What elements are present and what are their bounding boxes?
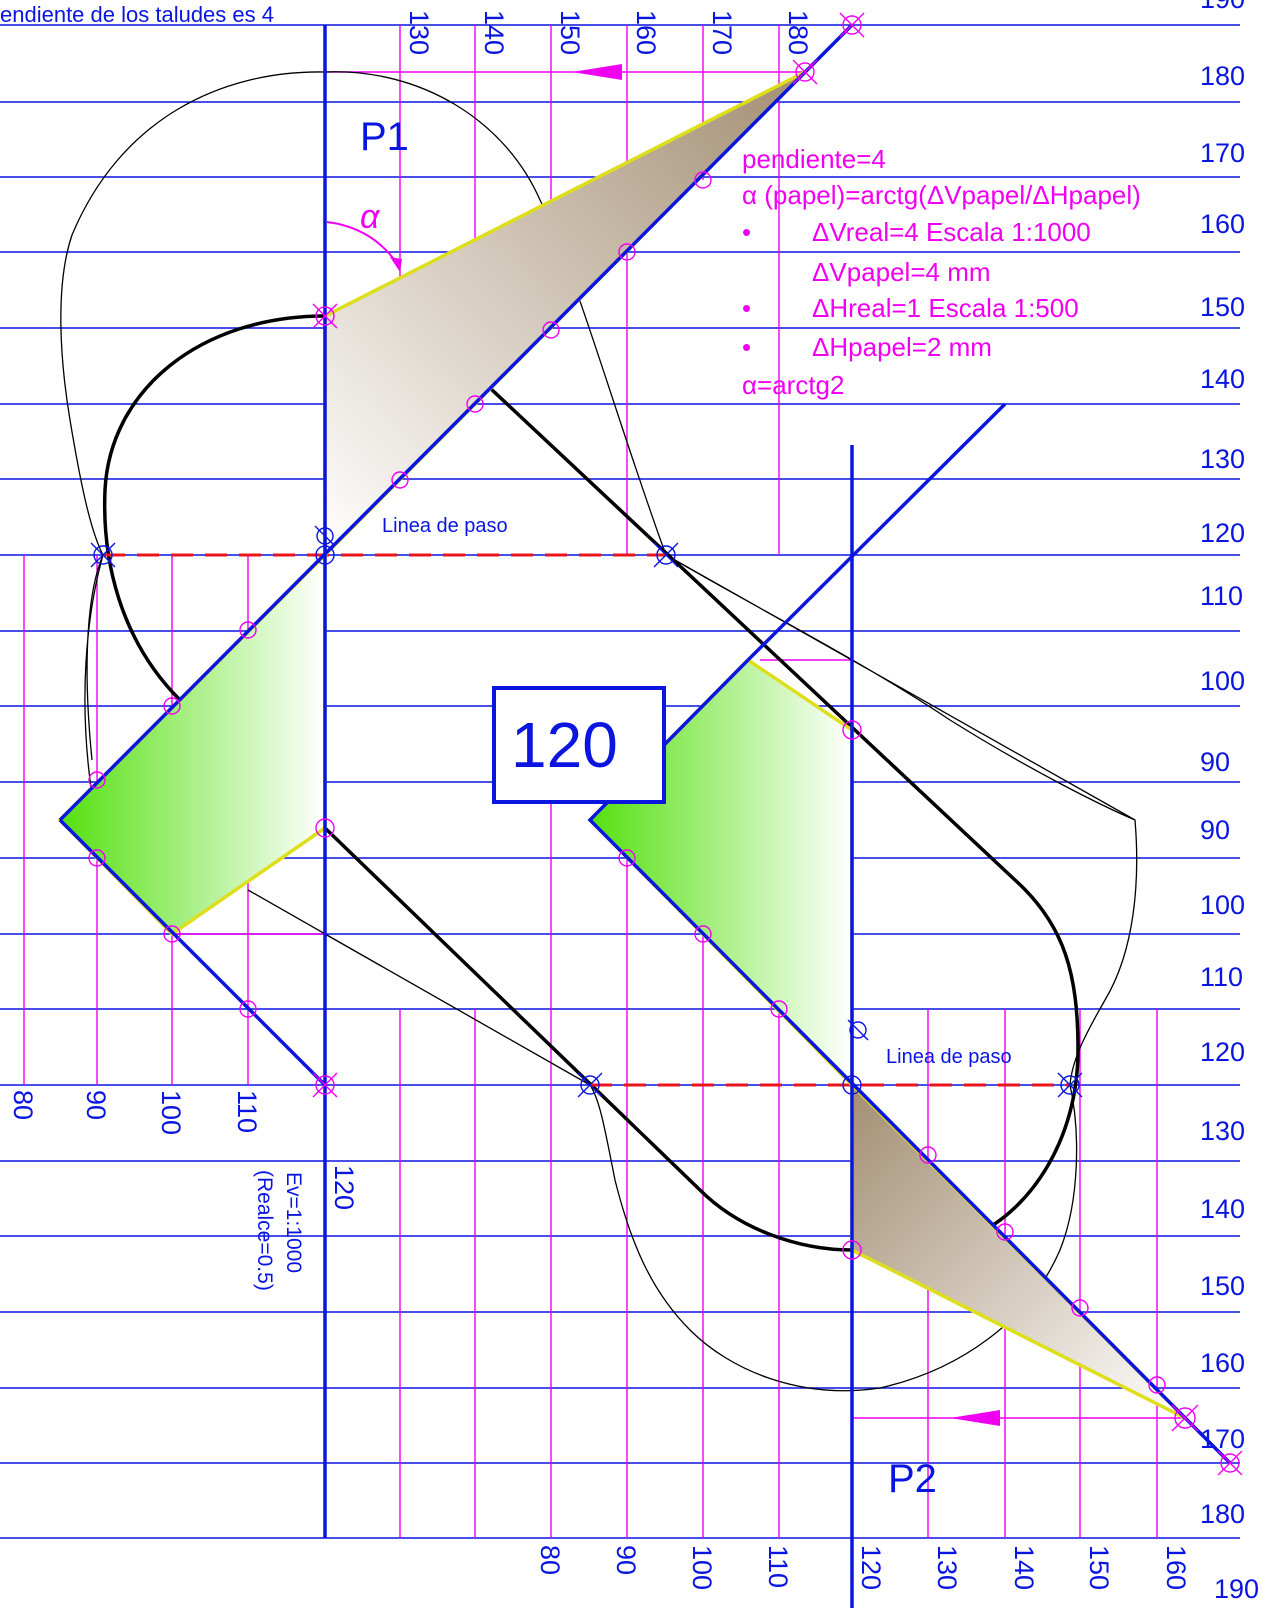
bullet-1: • [742,217,751,247]
right-label: 170 [1200,138,1245,168]
top-label: 130 [404,10,434,55]
alpha-arrow-icon [390,257,402,272]
p1-label: P1 [360,115,409,159]
center-level-label: 120 [511,709,618,781]
bullet-3: • [742,332,751,362]
right-scale-labels: 190 180 170 160 150 140 130 120 110 100 … [1200,0,1245,1529]
right-label: 160 [1200,209,1245,239]
top-scale-labels: 130 140 150 160 170 180 [404,10,813,55]
right-label: 180 [1200,61,1245,91]
right-label: 130 [1200,444,1245,474]
top-label: 160 [631,10,661,55]
dv-paper-text: ΔVpapel=4 mm [812,257,991,287]
bottom-label: 190 [1214,1574,1259,1604]
right-label: 110 [1200,962,1243,992]
header-caption: endiente de los taludes es 4 [0,2,274,27]
right-label: 120 [1200,1037,1245,1067]
right-label: 150 [1200,292,1245,322]
thick-boundary [102,314,1080,1252]
top-label: 140 [479,10,509,55]
right-label: 150 [1200,1271,1245,1301]
top-label: 170 [707,10,737,55]
right-label: 130 [1200,1116,1245,1146]
bottom-label: 80 [535,1545,565,1575]
bottom-label: 100 [687,1545,717,1590]
dh-real-text: ΔHreal=1 Escala 1:500 [812,293,1079,323]
left-label: 90 [81,1090,111,1120]
right-label: 140 [1200,1194,1245,1224]
blue-structure-lines [58,23,1232,1608]
center-level-box [492,686,666,804]
right-label: 100 [1200,666,1245,696]
dh-paper-text: ΔHpapel=2 mm [812,332,992,362]
top-label: 180 [783,10,813,55]
bottom-label: 120 [856,1545,886,1590]
top-arrow-icon [572,64,622,80]
dv-real-text: ΔVreal=4 Escala 1:1000 [812,217,1091,247]
left-label: 100 [156,1090,186,1135]
left-label: 120 [329,1165,359,1210]
intersection-markers [88,12,1243,1476]
left-scale-labels: 80 90 100 110 120 [8,1090,359,1210]
bottom-arrow-icon [950,1410,1000,1426]
right-label: 190 [1200,0,1245,14]
bottom-label: 110 [763,1545,793,1588]
top-label: 150 [555,10,585,55]
bottom-label: 90 [611,1545,641,1575]
scale-note-line2: (Realce=0.5) [253,1170,276,1291]
bottom-label: 150 [1084,1545,1114,1590]
bottom-label: 140 [1009,1545,1039,1590]
pass-line-label-bottom: Linea de paso [886,1046,1012,1068]
bottom-label: 130 [932,1545,962,1590]
right-label: 110 [1200,581,1243,611]
right-label: 160 [1200,1348,1245,1378]
right-label: 170 [1200,1424,1245,1454]
alpha-result-text: α=arctg2 [742,370,844,400]
slope-face-left-green [57,550,327,937]
pass-lines [103,553,1070,1087]
alpha-symbol: α [360,198,381,236]
bullet-2: • [742,293,751,323]
right-label: 140 [1200,364,1245,394]
projection-outline [60,71,1138,1392]
right-label: 90 [1200,815,1230,845]
right-label: 100 [1200,890,1245,920]
scale-note-line1: Ev=1:1000 [282,1172,305,1273]
right-label: 120 [1200,518,1245,548]
left-label: 80 [8,1090,38,1120]
alpha-formula-text: α (papel)=arctg(ΔVpapel/ΔHpapel) [742,180,1141,210]
bottom-scale-labels: 80 90 100 110 120 130 140 150 160 190 [535,1545,1259,1604]
right-label: 180 [1200,1499,1245,1529]
right-label: 90 [1200,747,1230,777]
p2-label: P2 [888,1457,937,1501]
pass-line-label-top: Linea de paso [382,515,508,537]
bottom-label: 160 [1161,1545,1191,1590]
left-label: 110 [232,1090,262,1133]
slope-annotations: pendiente=4 α (papel)=arctg(ΔVpapel/ΔHpa… [742,144,1141,400]
slope-text: pendiente=4 [742,144,886,174]
